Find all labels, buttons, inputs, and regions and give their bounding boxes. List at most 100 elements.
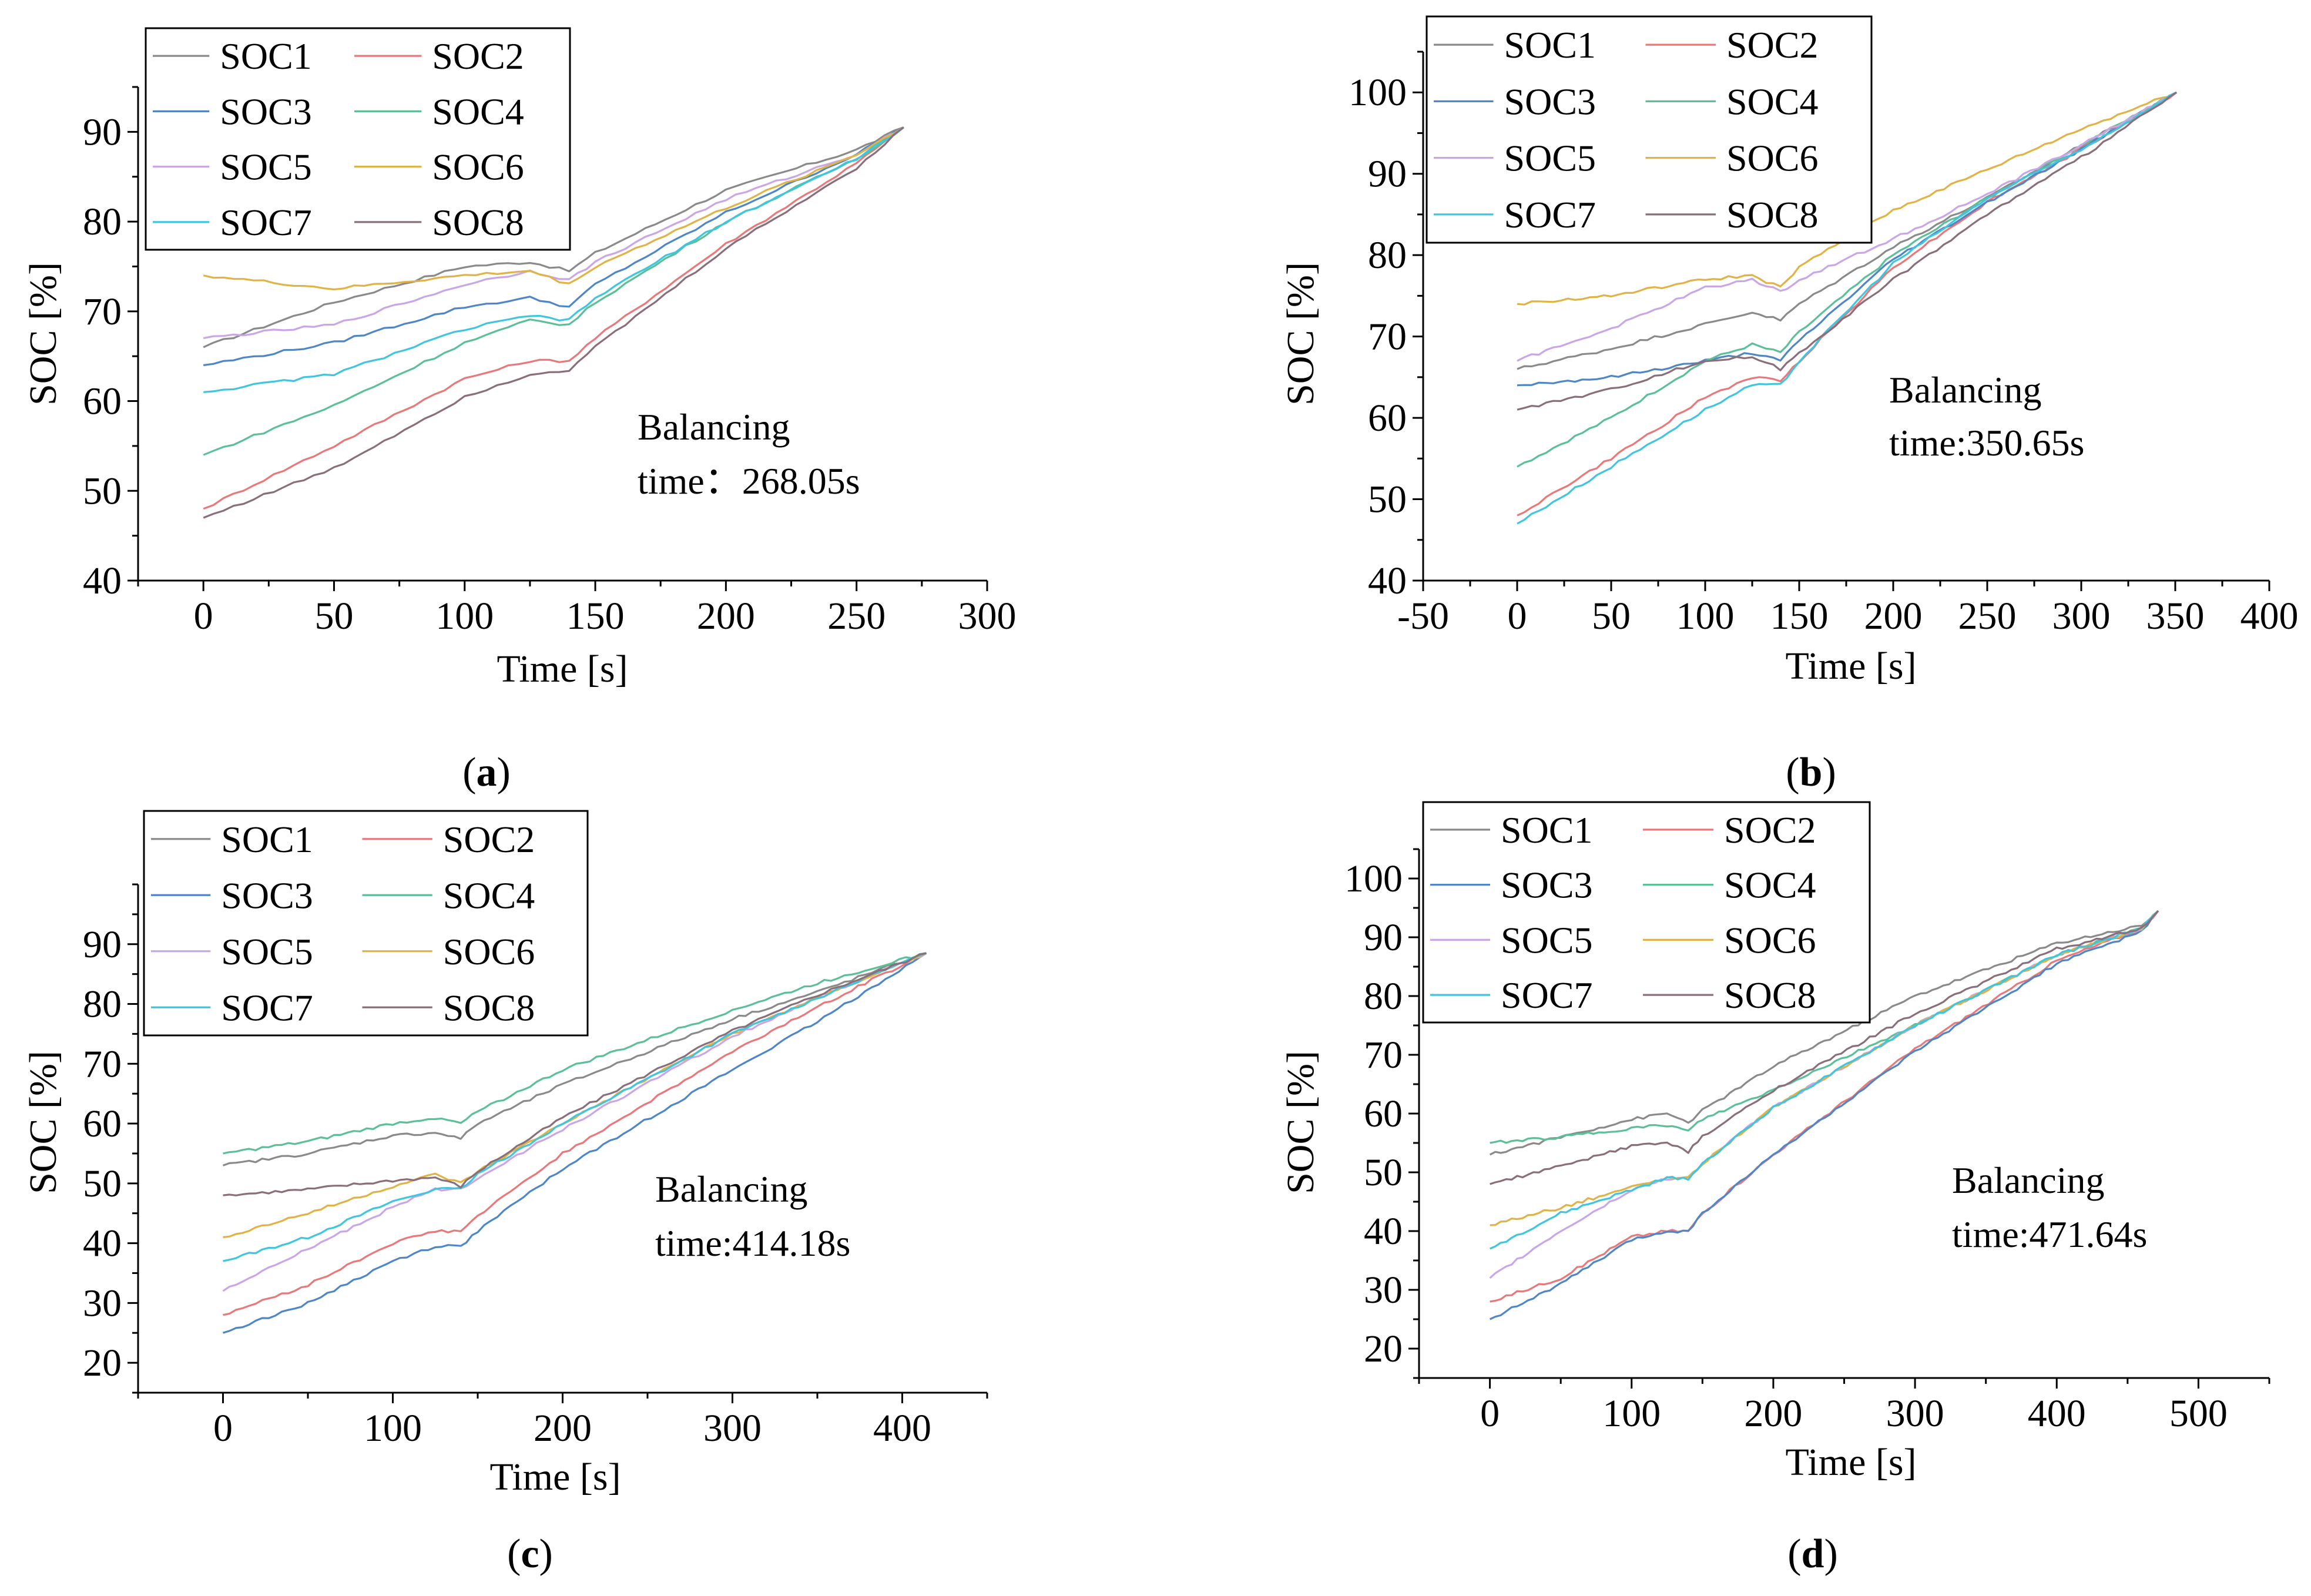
x-tick-label: 300 — [703, 1407, 762, 1450]
x-tick-label: 100 — [435, 595, 494, 638]
x-tick-label: 200 — [1744, 1392, 1802, 1435]
legend: SOC1 SOC2 SOC3 SOC4 SOC5 SOC6 SOC7 SOC8 — [143, 810, 589, 1037]
y-tick-label: 40 — [1368, 559, 1407, 602]
y-tick-label: 60 — [83, 1102, 122, 1145]
y-axis-label: SOC [%] — [1279, 1051, 1322, 1194]
series-line-soc7 — [1517, 91, 2177, 525]
legend-label: SOC8 — [1724, 974, 1816, 1016]
series-line-soc8 — [1517, 91, 2177, 411]
legend: SOC1 SOC2 SOC3 SOC4 SOC5 SOC6 SOC7 SOC8 — [1422, 801, 1871, 1024]
panel-caption: (c) — [507, 1531, 553, 1577]
x-tick-label: 50 — [314, 595, 353, 638]
series-line-soc8 — [203, 126, 904, 519]
x-tick-label: 400 — [2028, 1392, 2086, 1435]
x-tick-label: 150 — [1770, 595, 1829, 638]
series-line-soc4 — [223, 952, 927, 1155]
y-tick-label: 50 — [1368, 478, 1407, 521]
balancing-annotation-line2: time:350.65s — [1889, 422, 2084, 464]
x-tick-label: 100 — [364, 1407, 422, 1450]
panel-a: Time [s] SOC [%] Balancing time：268.05s … — [22, 27, 1017, 795]
legend-label: SOC4 — [1724, 864, 1816, 906]
legend-label: SOC6 — [1724, 919, 1816, 961]
legend-label: SOC3 — [1504, 81, 1596, 122]
series-line-soc7 — [203, 126, 904, 393]
legend-label: SOC1 — [1501, 809, 1593, 851]
x-tick-label: 100 — [1676, 595, 1735, 638]
x-tick-label: 300 — [1886, 1392, 1944, 1435]
x-tick-label: 300 — [2052, 595, 2111, 638]
legend-label: SOC6 — [432, 146, 524, 188]
y-axis-label: SOC [%] — [1279, 262, 1322, 405]
y-tick-label: 40 — [83, 559, 122, 602]
y-tick-label: 20 — [1364, 1327, 1403, 1370]
x-axis-label: Time [s] — [497, 648, 628, 690]
y-tick-label: 50 — [83, 1162, 122, 1205]
legend-label: SOC8 — [1726, 194, 1819, 236]
y-tick-label: 80 — [83, 200, 122, 243]
legend-label: SOC5 — [220, 146, 312, 188]
x-tick-label: 0 — [213, 1407, 233, 1450]
legend: SOC1 SOC2 SOC3 SOC4 SOC5 SOC6 SOC7 SOC8 — [145, 27, 571, 251]
x-tick-label: 400 — [2240, 595, 2299, 638]
series-line-soc1 — [222, 952, 927, 1166]
axes: 0 50 100 150 200 250 300 40 50 60 70 80 90 — [83, 86, 1017, 638]
panel-caption: (b) — [1786, 750, 1836, 795]
x-axis-label: Time [s] — [489, 1456, 620, 1498]
series-line-soc1 — [1489, 910, 2159, 1156]
x-tick-label: 250 — [827, 595, 886, 638]
series-line-soc2 — [203, 126, 904, 510]
series-line-soc2 — [1517, 91, 2178, 517]
legend-label: SOC6 — [443, 931, 535, 973]
legend-label: SOC2 — [1724, 809, 1816, 851]
y-tick-label: 50 — [1364, 1151, 1403, 1194]
legend-label: SOC3 — [1501, 864, 1593, 906]
panel-c: Time [s] SOC [%] Balancing time:414.18s … — [22, 810, 988, 1577]
legend-label: SOC5 — [1504, 138, 1596, 179]
y-tick-label: 100 — [1344, 857, 1403, 900]
legend-label: SOC3 — [221, 874, 313, 916]
legend-label: SOC7 — [1504, 194, 1596, 236]
legend-box — [145, 27, 571, 251]
balancing-annotation-line1: Balancing — [1952, 1159, 2104, 1201]
y-tick-label: 70 — [83, 1042, 122, 1085]
y-axis-label: SOC [%] — [22, 1051, 65, 1194]
legend-box — [143, 810, 589, 1037]
legend-label: SOC5 — [1501, 919, 1593, 961]
x-tick-label: 100 — [1602, 1392, 1661, 1435]
legend-label: SOC2 — [1726, 24, 1819, 66]
y-tick-label: 90 — [1368, 153, 1407, 196]
legend-box — [1425, 15, 1873, 244]
y-tick-label: 80 — [1368, 234, 1407, 277]
y-tick-label: 70 — [83, 290, 122, 333]
x-tick-label: 200 — [534, 1407, 592, 1450]
x-axis-label: Time [s] — [1785, 645, 1916, 688]
y-tick-label: 60 — [1364, 1092, 1403, 1135]
legend-label: SOC7 — [1501, 974, 1593, 1016]
y-tick-label: 30 — [83, 1282, 122, 1325]
y-tick-label: 20 — [83, 1342, 122, 1384]
series-line-soc6 — [203, 126, 904, 291]
legend-label: SOC2 — [443, 819, 535, 860]
series-line-soc3 — [223, 952, 927, 1334]
y-axis-label: SOC [%] — [22, 262, 65, 405]
y-tick-label: 60 — [1368, 397, 1407, 440]
panel-b: Time [s] SOC [%] Balancing time:350.65s … — [1279, 15, 2299, 795]
x-tick-label: 150 — [566, 595, 625, 638]
x-tick-label: 300 — [958, 595, 1017, 638]
legend-label: SOC6 — [1726, 138, 1819, 179]
series-line-soc7 — [223, 952, 927, 1262]
panel-caption: (a) — [462, 750, 511, 795]
series-line-soc3 — [1489, 910, 2159, 1320]
balancing-annotation-line1: Balancing — [655, 1168, 807, 1210]
legend-label: SOC4 — [432, 90, 524, 132]
series-line-soc2 — [223, 952, 927, 1316]
legend-box — [1422, 801, 1871, 1024]
x-tick-label: 0 — [194, 595, 213, 638]
x-tick-label: 0 — [1480, 1392, 1500, 1435]
legend-label: SOC4 — [443, 874, 535, 916]
plot-area — [1517, 91, 2178, 525]
y-tick-label: 80 — [1364, 975, 1403, 1018]
x-axis-label: Time [s] — [1785, 1441, 1916, 1484]
